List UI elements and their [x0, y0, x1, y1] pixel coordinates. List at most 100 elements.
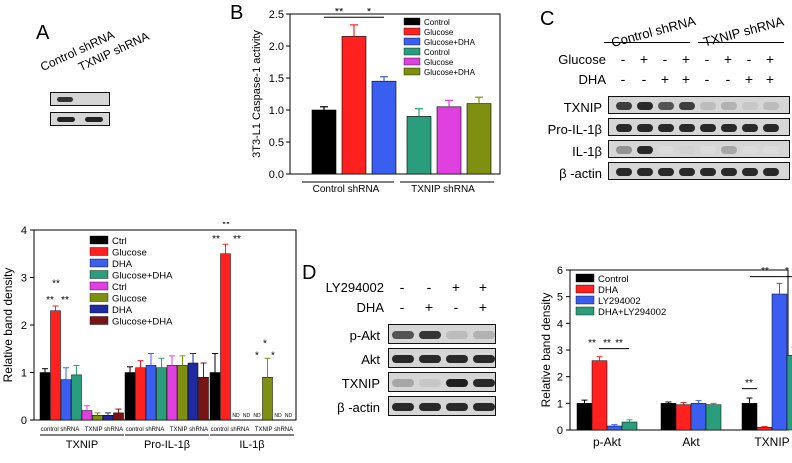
group-label: TXNIP shRNA	[411, 184, 475, 195]
legend-label: DHA	[112, 305, 133, 316]
treatment-sign: +	[681, 51, 691, 67]
sig-label: **	[222, 222, 230, 231]
nd-label: ND	[243, 413, 251, 419]
band-spot	[446, 331, 468, 339]
treatment-sign: +	[765, 51, 775, 67]
y-tick-label: 1	[21, 368, 27, 380]
treatment-sign: +	[723, 51, 733, 67]
bar	[311, 109, 337, 175]
bar	[198, 377, 209, 421]
sig-label: **	[615, 338, 623, 349]
bar	[606, 425, 623, 431]
bar	[466, 103, 492, 175]
band-spot	[636, 168, 654, 176]
legend-swatch	[575, 273, 595, 283]
band-spot	[678, 102, 696, 110]
panel-label-b: B	[230, 2, 244, 24]
y-tick-label: 6	[557, 265, 563, 277]
sig-label: *	[271, 350, 275, 361]
y-tick-label: 4	[557, 318, 563, 330]
y-tick-label: 2.0	[269, 41, 284, 53]
legend-label: Glucose+DHA	[112, 317, 173, 328]
bar	[209, 372, 221, 421]
legend-swatch	[403, 47, 421, 56]
category-label: IL-1β	[239, 439, 264, 451]
panel-a-blot: Control shRNA TXNIP shRNA	[38, 27, 170, 130]
blot-band	[388, 396, 496, 416]
bar	[341, 36, 367, 175]
category-label: TXNIP	[754, 435, 789, 449]
legend-label: DHA+LY294002	[598, 307, 666, 318]
y-axis-label: Relative band density	[540, 293, 553, 408]
treatment-label: DHA	[578, 72, 606, 87]
band-spot	[678, 168, 696, 176]
band-spot	[762, 168, 780, 176]
bar	[187, 362, 199, 421]
legend-swatch	[89, 247, 109, 256]
legend-label: LY294002	[598, 296, 641, 307]
y-tick-label: 2	[21, 320, 27, 332]
sig-label: **	[603, 338, 611, 349]
band-spot	[762, 124, 780, 132]
bar	[771, 293, 788, 431]
band-label: TXNIP	[341, 376, 380, 391]
legend-swatch	[89, 304, 109, 314]
nd-label: ND	[253, 413, 261, 419]
group-underline-txnip	[698, 42, 784, 43]
y-tick-label: 2	[557, 372, 563, 384]
band-spot	[657, 102, 675, 110]
band-spot	[473, 403, 495, 411]
band-spot	[657, 124, 675, 132]
blot-band	[608, 96, 790, 114]
legend-label: Control	[424, 18, 450, 27]
group-underline-control	[604, 42, 690, 43]
band-spot	[615, 146, 633, 154]
treatment-sign: +	[478, 299, 488, 315]
sig-label: *	[263, 338, 267, 349]
y-tick-label: 1.5	[269, 73, 284, 85]
y-tick-label: 0.0	[269, 169, 284, 181]
bar	[39, 372, 51, 421]
legend-label: Glucose+DHA	[424, 68, 476, 77]
sig-label: **	[588, 338, 596, 349]
band-label: IL-1β	[572, 144, 602, 159]
chart-b: 0.0 0.5 1.0 1.5 2.0 2.5 3T3-L1 Caspase-1 activ…	[251, 8, 501, 195]
legend-label: Glucose	[112, 248, 147, 259]
band-spot	[392, 379, 414, 387]
band-spot	[741, 124, 759, 132]
treatment-sign: -	[426, 279, 432, 295]
treatment-sign: -	[704, 71, 710, 87]
subgroup-label: TXNIP shRNA	[170, 427, 208, 433]
treatment-label: DHA	[356, 300, 384, 315]
treatment-sign: -	[725, 71, 731, 87]
band-spot	[392, 403, 414, 411]
bar	[591, 360, 608, 431]
blot-band	[608, 118, 790, 136]
legend-swatch	[403, 57, 421, 66]
nd-label: ND	[285, 413, 293, 419]
category-label: Akt	[682, 435, 700, 449]
sig-label: *	[367, 8, 372, 18]
band-spot	[699, 168, 717, 176]
bar	[690, 403, 707, 431]
sig-label: **	[335, 8, 344, 18]
band-spot	[473, 355, 495, 363]
legend-label: Glucose+DHA	[424, 38, 476, 47]
bar	[436, 106, 462, 175]
bar	[756, 427, 773, 431]
band-spot	[699, 146, 717, 154]
treatment-sign: +	[451, 279, 461, 295]
panel-c-blot: Control shRNA TXNIP shRNA Glucose - + - + - + -…	[530, 13, 792, 200]
treatment-label: Glucose	[558, 52, 606, 67]
band-spot	[678, 124, 696, 132]
y-tick-label: 1	[557, 398, 563, 410]
bar	[81, 410, 93, 421]
treatment-sign: -	[399, 299, 405, 315]
band-spot	[636, 146, 654, 154]
sig-label: *	[785, 266, 789, 277]
y-tick-label: 3	[557, 345, 563, 357]
legend-label: Glucose	[424, 28, 454, 37]
bar	[50, 310, 61, 421]
blot-band-actin	[50, 112, 110, 126]
